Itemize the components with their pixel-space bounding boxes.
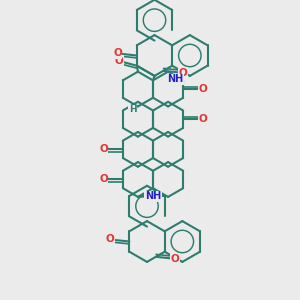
Text: O: O [106,235,114,244]
Text: NH: NH [145,191,161,201]
Text: O: O [99,144,108,154]
Text: O: O [198,114,207,124]
Text: O: O [178,68,187,78]
Text: H: H [129,105,136,114]
Text: NH: NH [167,74,184,84]
Text: O: O [171,254,180,264]
Text: O: O [113,49,122,58]
Text: O: O [114,56,123,66]
Text: O: O [198,84,207,94]
Text: O: O [99,175,108,184]
